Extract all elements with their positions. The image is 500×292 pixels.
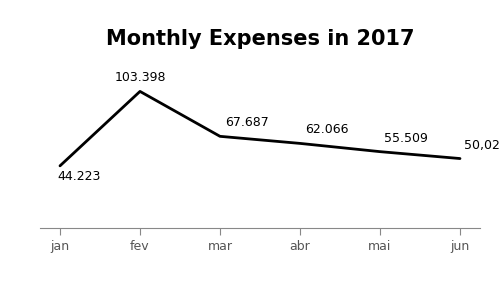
Text: 67.687: 67.687 <box>226 117 270 129</box>
Text: 103.398: 103.398 <box>114 72 166 84</box>
Text: 62.066: 62.066 <box>306 124 349 136</box>
Text: 50,026: 50,026 <box>464 139 500 152</box>
Text: 55.509: 55.509 <box>384 132 428 145</box>
Text: 44.223: 44.223 <box>57 170 100 183</box>
Title: Monthly Expenses in 2017: Monthly Expenses in 2017 <box>106 29 414 49</box>
